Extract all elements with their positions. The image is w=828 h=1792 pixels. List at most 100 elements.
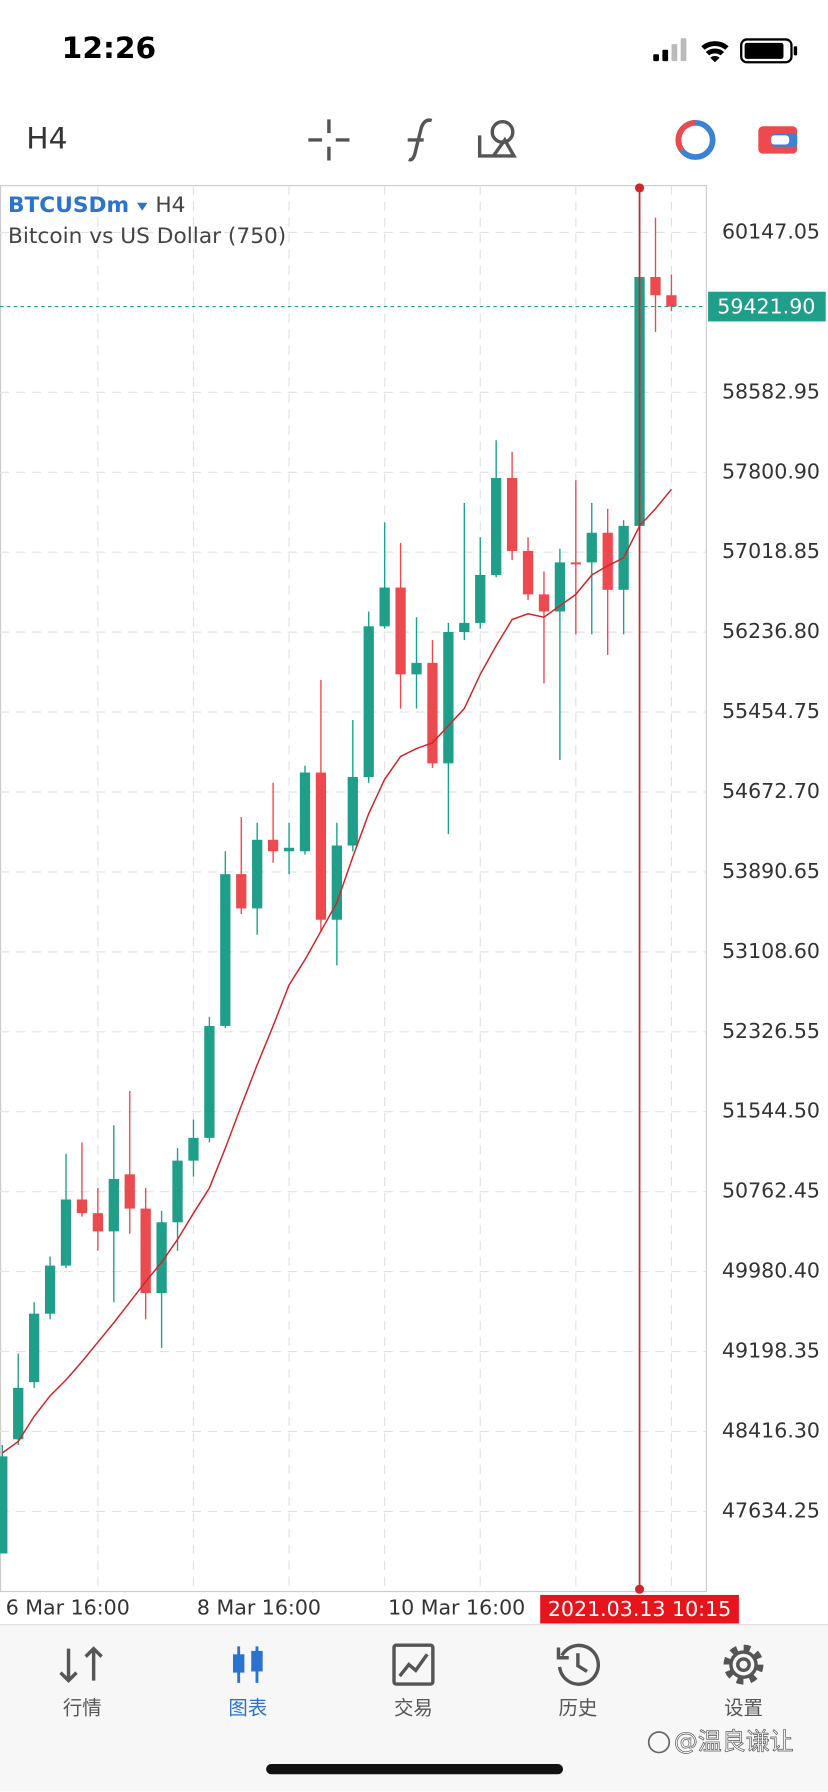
candle-body — [443, 632, 454, 764]
candle-body — [475, 574, 486, 623]
candle-body — [0, 1456, 8, 1554]
y-tick-label: 49980.40 — [722, 1259, 820, 1283]
tab-icon-group — [723, 1644, 764, 1685]
candle-body — [650, 277, 661, 296]
crosshair-tool[interactable] — [308, 119, 350, 161]
tab[interactable]: 图表 — [228, 1646, 267, 1720]
candle-body — [204, 1025, 215, 1138]
candle-body — [283, 847, 295, 852]
candle-body — [586, 532, 597, 563]
y-tick-label: 57018.85 — [722, 539, 820, 563]
tab-icon — [232, 1654, 245, 1673]
y-tick-label: 53890.65 — [722, 859, 820, 883]
objects-tool[interactable] — [477, 119, 517, 158]
tab-bar — [0, 1624, 828, 1792]
candle-body — [299, 772, 311, 852]
tab-icon — [556, 1643, 600, 1686]
candle-body — [236, 874, 247, 909]
candle-body — [395, 587, 406, 675]
y-tick-label: 57800.90 — [722, 459, 820, 483]
candle-body — [220, 874, 231, 1026]
tab-icon — [392, 1643, 435, 1686]
tab[interactable]: 设置 — [723, 1644, 764, 1720]
plot-area — [0, 185, 706, 1554]
candle-body — [331, 845, 342, 920]
candle-body — [522, 550, 534, 595]
chart-timeframe: H4 — [155, 193, 185, 218]
tab-icon — [736, 1657, 751, 1673]
y-tick-label: 53108.60 — [722, 939, 820, 963]
candle-body — [427, 662, 438, 764]
trade-icon[interactable] — [675, 119, 716, 160]
chart-frame — [0, 185, 707, 1593]
y-tick-label: 60147.05 — [722, 219, 820, 243]
tab-icon — [729, 1650, 758, 1679]
y-tick-label: 47634.25 — [722, 1498, 820, 1522]
candle-body — [267, 839, 279, 852]
candle-body — [538, 594, 550, 612]
watermark: @温良谦让 — [674, 1727, 794, 1755]
candle-body — [554, 562, 566, 612]
tab[interactable]: 历史 — [556, 1643, 600, 1720]
tab-label: 图表 — [228, 1697, 267, 1720]
symbol-dropdown[interactable] — [137, 202, 148, 211]
y-tick-label: 52326.55 — [722, 1019, 820, 1043]
y-tick-label: 49198.35 — [722, 1339, 820, 1363]
tab-label: 交易 — [394, 1697, 433, 1720]
tab-icon-group — [59, 1646, 103, 1684]
account-icon[interactable] — [758, 126, 798, 154]
tab[interactable]: 行情 — [59, 1646, 103, 1720]
symbol[interactable]: BTCUSDm — [8, 193, 129, 218]
candle-body — [602, 532, 613, 590]
candle-body — [44, 1265, 56, 1314]
tabs: 行情 图表 交易 历史 设置 — [59, 1643, 764, 1720]
y-tick-label: 58582.95 — [722, 379, 820, 403]
candle-body — [124, 1174, 135, 1209]
x-tick-label: 8 Mar 16:00 — [197, 1596, 321, 1620]
tab[interactable]: 交易 — [392, 1643, 435, 1720]
candle-body — [172, 1160, 183, 1223]
candle-body — [76, 1199, 88, 1214]
candle-body — [140, 1208, 151, 1294]
y-tick-label: 54672.70 — [722, 779, 820, 803]
crosshair-label-box — [540, 1594, 739, 1624]
candle-body — [379, 587, 390, 627]
axes: 60147.05 58582.95 57800.90 57018.85 56236.80… — [6, 183, 826, 1624]
candle-body — [60, 1199, 72, 1266]
x-tick-label: 10 Mar 16:00 — [388, 1596, 525, 1620]
candle-body — [252, 839, 263, 909]
tab-icon — [251, 1650, 263, 1672]
crosshair-end — [634, 183, 645, 193]
y-tick-label: 50762.45 — [722, 1179, 820, 1203]
x-tick-label: 6 Mar 16:00 — [6, 1596, 130, 1620]
candle-body — [315, 772, 327, 920]
status-time: 12:26 — [62, 31, 157, 66]
candle-body — [459, 622, 470, 633]
candle-body — [506, 477, 518, 551]
tab-icon — [723, 1644, 764, 1685]
candle-body — [363, 626, 374, 778]
candle-body — [491, 477, 502, 575]
candle-body — [108, 1178, 119, 1232]
moving-average — [1, 488, 672, 1454]
tab-label: 行情 — [63, 1697, 102, 1720]
home-indicator — [266, 1763, 564, 1775]
y-tick-label: 51544.50 — [722, 1099, 820, 1123]
tab-icon-group — [232, 1646, 263, 1683]
indicator-tool[interactable] — [407, 118, 433, 162]
watermark-logo — [647, 1730, 671, 1754]
candle-body — [13, 1387, 24, 1440]
y-tick-label: 48416.30 — [722, 1418, 820, 1442]
tab-icon — [398, 1653, 429, 1678]
candle-body — [666, 295, 677, 307]
candle-body — [92, 1213, 104, 1232]
candle-body — [156, 1222, 167, 1294]
tab-label: 历史 — [558, 1697, 597, 1720]
status-icons — [653, 38, 798, 64]
y-tick-label: 55454.75 — [722, 699, 820, 723]
toolbar-timeframe[interactable]: H4 — [26, 121, 67, 156]
crosshair-end — [634, 1584, 645, 1594]
current-price-box — [708, 291, 826, 322]
tab-icon-group — [392, 1643, 435, 1686]
